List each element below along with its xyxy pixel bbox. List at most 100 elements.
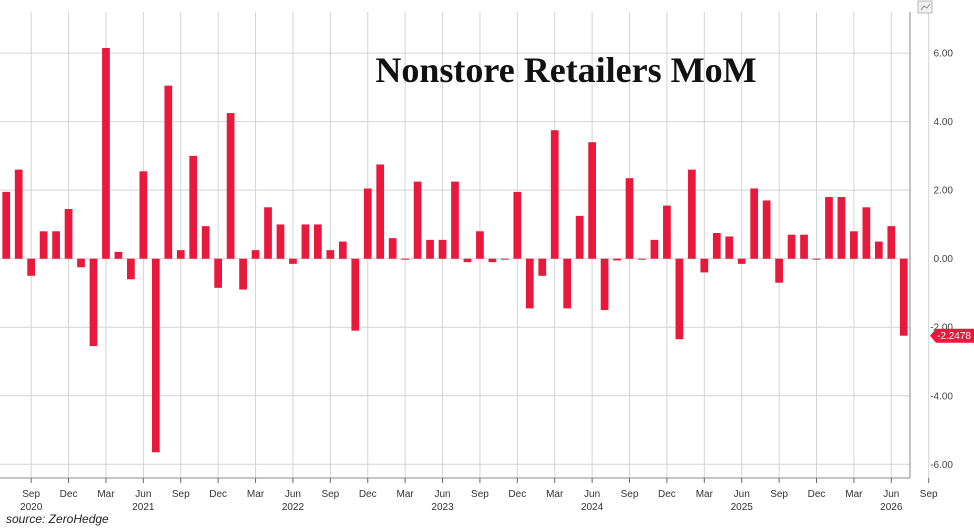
x-axis: Sep Dec Mar Jun Sep Dec Mar Jun Sep Dec Mar Jun Sep D…: [0, 477, 938, 513]
x-tick-label: Sep: [471, 489, 489, 500]
bar: [463, 258, 472, 263]
y-tick-label: 0.00: [934, 254, 954, 265]
bar: [488, 258, 497, 263]
bar: [588, 142, 596, 259]
bar: [201, 226, 210, 259]
bar: [151, 258, 160, 453]
bar: [812, 258, 821, 260]
bar: [52, 231, 60, 259]
bar: [64, 209, 73, 259]
bar: [476, 231, 484, 259]
bar: [77, 258, 85, 268]
bar: [251, 250, 260, 259]
bar: [164, 85, 173, 259]
x-tick-label: Dec: [359, 489, 377, 500]
x-tick-label: Sep: [22, 489, 40, 500]
x-tick-label: Dec: [808, 489, 826, 500]
bar: [351, 258, 360, 331]
bar: [189, 155, 198, 259]
bar: [139, 171, 148, 259]
bar: [663, 205, 671, 259]
x-tick-label: Mar: [247, 489, 265, 500]
x-tick-label: Dec: [209, 489, 227, 500]
x-year-label: 2023: [431, 502, 454, 513]
y-tick-label: 6.00: [934, 49, 954, 60]
bar: [326, 250, 335, 259]
bar: [675, 258, 684, 340]
source-note: source: ZeroHedge: [6, 512, 109, 526]
bar: [426, 239, 434, 259]
bar: [550, 130, 559, 259]
bar: [226, 113, 235, 259]
bar: [89, 258, 98, 347]
bar: [874, 241, 883, 259]
bar: [239, 258, 247, 290]
bar: [114, 251, 123, 259]
bar: [14, 169, 23, 259]
x-year-label: 2022: [282, 502, 305, 513]
bar: [363, 188, 372, 259]
bar: [525, 258, 534, 309]
x-year-label: 2026: [880, 502, 903, 513]
x-year-label: 2025: [731, 502, 754, 513]
bar: [27, 258, 36, 276]
bar: [650, 239, 659, 259]
bar: [314, 224, 322, 259]
bar: [837, 197, 846, 259]
corner-icon: [917, 0, 933, 14]
bar: [575, 215, 584, 259]
bar: [700, 258, 709, 273]
bar: [862, 207, 871, 259]
bar: [737, 258, 746, 264]
y-tick-label: -2.00: [930, 323, 953, 334]
bar: [338, 241, 347, 259]
bar: [388, 238, 397, 259]
bar: [712, 233, 721, 259]
x-tick-label: Mar: [397, 489, 415, 500]
y-tick-label: 2.00: [934, 186, 954, 197]
bar: [887, 226, 896, 259]
x-tick-label: Jun: [135, 489, 151, 500]
bar: [376, 164, 385, 259]
x-tick-label: Jun: [285, 489, 301, 500]
x-tick-label: Sep: [172, 489, 190, 500]
x-tick-label: Mar: [845, 489, 863, 500]
x-tick-label: Jun: [434, 489, 450, 500]
bar: [276, 224, 285, 259]
x-tick-label: Sep: [621, 489, 639, 500]
last-value-badge: [930, 328, 974, 343]
x-tick-label: Jun: [883, 489, 899, 500]
bar: [127, 258, 135, 280]
bar: [600, 258, 609, 311]
x-tick-label: Sep: [770, 489, 788, 500]
bar: [762, 200, 771, 259]
bar: [625, 178, 634, 259]
bar: [725, 236, 734, 259]
x-year-label: 2024: [581, 502, 604, 513]
y-tick-label: -6.00: [930, 460, 953, 471]
bar: [289, 258, 297, 264]
last-value-label: -2.2478: [937, 331, 971, 342]
x-tick-label: Mar: [696, 489, 714, 500]
bar: [687, 169, 696, 259]
x-year-label: 2020: [20, 502, 43, 513]
bar: [750, 188, 759, 259]
y-tick-label: 4.00: [934, 117, 954, 128]
last-value-marker: -2.2478: [930, 328, 974, 343]
x-tick-label: Dec: [508, 489, 526, 500]
bar: [787, 234, 796, 259]
bar: [214, 258, 223, 288]
bar: [563, 258, 572, 309]
bar: [638, 258, 646, 260]
chart-title: Nonstore Retailers MoM: [375, 50, 756, 90]
bar: [899, 258, 908, 336]
x-tick-label: Dec: [60, 489, 78, 500]
bar: [775, 258, 783, 283]
x-tick-label: Mar: [97, 489, 115, 500]
bar: [401, 258, 410, 260]
x-tick-label: Sep: [920, 489, 938, 500]
x-tick-label: Jun: [584, 489, 600, 500]
bar: [500, 258, 509, 260]
